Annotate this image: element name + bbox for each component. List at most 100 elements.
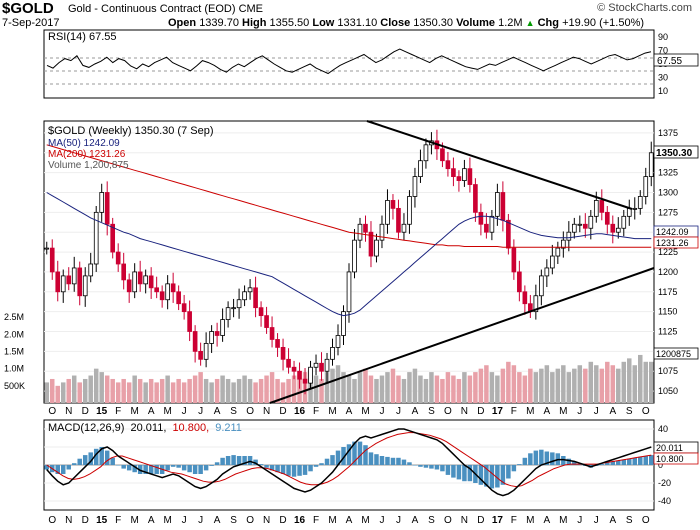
high-label: High — [242, 17, 267, 29]
macd-histogram-bar — [286, 465, 291, 476]
price-bar — [489, 209, 495, 241]
volume-bar — [291, 375, 297, 403]
price-bar — [571, 217, 577, 239]
volume-bar — [528, 368, 533, 403]
price-bar — [225, 301, 231, 328]
volume-bar — [412, 368, 418, 403]
price-bar — [308, 360, 313, 390]
macd-histogram-bar — [236, 456, 242, 465]
volume-bar — [451, 375, 456, 403]
price-bar — [484, 213, 489, 239]
volume-bar — [484, 365, 489, 403]
x-tick-label: N — [461, 515, 468, 526]
macd-histogram-bar — [302, 465, 308, 475]
volume-bar — [555, 368, 561, 403]
ma50-legend: MA(50) 1242.09 — [48, 138, 120, 149]
price-bar — [198, 342, 203, 366]
ma200-legend: MA(200) 1231.26 — [48, 149, 126, 160]
volume-bar — [489, 372, 495, 403]
macd-histogram-bar — [181, 465, 187, 471]
volume-bar — [423, 378, 429, 403]
rsi-line — [46, 48, 652, 75]
price-bar — [203, 332, 209, 368]
x-tick-label: J — [198, 515, 203, 526]
price-bar — [165, 275, 170, 310]
signal-value-label: 10.800 — [656, 454, 684, 464]
volume-bar — [253, 382, 258, 403]
macd-histogram-bar — [324, 458, 330, 465]
x-tick-label: J — [396, 515, 401, 526]
macd-histogram-bar — [379, 456, 385, 465]
macd-panel: MACD(12,26,9) 20.011, 10.800, 9.211 40 20… — [43, 419, 699, 511]
volume-bar — [148, 378, 154, 403]
price-tick-label: 1150 — [658, 307, 677, 317]
rsi-last-label: 67.55 — [657, 56, 682, 67]
price-bar — [214, 322, 220, 347]
macd-tick-label: -20 — [658, 478, 671, 488]
macd-histogram-bar — [462, 465, 467, 482]
macd-histogram-bar — [550, 452, 555, 465]
price-bar — [407, 190, 412, 234]
macd-histogram-bar — [203, 465, 209, 471]
volume-bar — [121, 378, 126, 403]
x-tick-label: J — [594, 515, 599, 526]
volume-bar — [319, 378, 324, 403]
macd-histogram-bar — [418, 465, 423, 467]
triangle-upper-trendline — [366, 120, 633, 210]
price-tick-label: 1375 — [658, 128, 678, 138]
x-tick-label: M — [131, 406, 139, 417]
macd-histogram-bar — [192, 465, 198, 474]
price-bar — [286, 348, 291, 374]
price-bar — [648, 141, 654, 187]
price-bar — [374, 233, 379, 263]
price-tick-label: 1300 — [658, 187, 678, 197]
volume-bar — [198, 372, 203, 403]
macd-histogram-bar — [44, 465, 49, 470]
price-bar — [478, 203, 484, 236]
close-value: 1350.30 — [413, 17, 454, 29]
macd-histogram-bar — [247, 456, 253, 465]
price-bar — [615, 217, 621, 239]
price-bar — [137, 260, 143, 292]
price-bar — [170, 272, 176, 303]
macd-histogram-bar — [440, 465, 445, 472]
macd-histogram-bar — [407, 462, 412, 465]
x-tick-label: J — [198, 406, 203, 417]
price-bar — [297, 362, 302, 389]
price-bar — [264, 306, 269, 334]
volume-bar — [616, 368, 621, 403]
open-value: 1339.70 — [199, 17, 239, 29]
price-tick-label: 1125 — [658, 327, 677, 337]
volume-tick-label: 1.5M — [4, 347, 24, 357]
price-bar — [643, 167, 649, 205]
price-bar — [231, 298, 236, 318]
price-bar — [154, 276, 159, 299]
x-tick-label: D — [279, 406, 286, 417]
volume-bar — [341, 372, 346, 403]
price-bar — [121, 252, 127, 290]
volume-bar — [176, 378, 181, 403]
macd-histogram-bar — [517, 464, 522, 465]
macd-histogram-bar — [225, 456, 231, 465]
macd-value-label: 20.011 — [656, 443, 683, 453]
macd-histogram-bar — [621, 459, 627, 465]
volume-bar — [522, 375, 528, 403]
macd-histogram-bar — [126, 465, 132, 471]
x-tick-label: M — [328, 406, 336, 417]
x-tick-label: D — [477, 406, 484, 417]
price-bar — [456, 170, 462, 192]
volume-legend: Volume 1,200,875 — [48, 160, 129, 171]
high-value: 1355.50 — [269, 17, 310, 29]
x-tick-label: F — [115, 515, 121, 526]
price-title: $GOLD (Weekly) 1350.30 (7 Sep) — [48, 125, 213, 137]
macd-histogram-bar — [330, 455, 335, 465]
macd-histogram-bar — [478, 465, 484, 485]
price-bar — [390, 194, 396, 220]
price-tick-label: 1200 — [658, 267, 678, 277]
volume-bar — [335, 365, 341, 403]
volume-bar — [275, 378, 280, 403]
volume-bar — [478, 368, 484, 403]
price-bar — [82, 267, 88, 307]
x-tick-label: A — [346, 515, 353, 526]
